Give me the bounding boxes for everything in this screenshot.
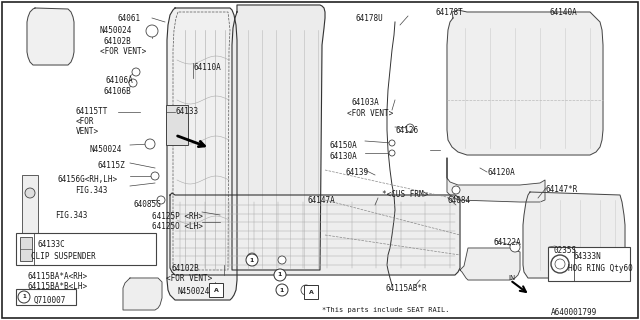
Circle shape — [132, 68, 140, 76]
Bar — [209, 283, 223, 297]
Circle shape — [389, 140, 395, 146]
Text: IN: IN — [508, 275, 516, 281]
Text: 64106B: 64106B — [103, 87, 131, 96]
Text: HOG RING Qty60: HOG RING Qty60 — [568, 264, 633, 273]
Text: 64102B: 64102B — [103, 37, 131, 46]
Polygon shape — [460, 248, 520, 280]
Text: 1: 1 — [280, 287, 284, 292]
Text: 64106A: 64106A — [106, 76, 134, 85]
Text: 64178T: 64178T — [435, 8, 463, 17]
Text: 64085G: 64085G — [134, 200, 162, 209]
Text: 64147*R: 64147*R — [545, 185, 577, 194]
Polygon shape — [167, 8, 237, 300]
Bar — [22, 175, 38, 260]
Text: 64115BA*B<LH>: 64115BA*B<LH> — [28, 282, 88, 291]
Circle shape — [274, 269, 286, 281]
Text: <FOR VENT>: <FOR VENT> — [100, 47, 147, 56]
Text: CLIP SUSPENDER: CLIP SUSPENDER — [31, 252, 96, 261]
Text: 64084: 64084 — [448, 196, 471, 205]
Text: <FOR VENT>: <FOR VENT> — [166, 274, 212, 283]
Polygon shape — [447, 10, 603, 155]
Circle shape — [406, 124, 414, 132]
Text: A640001799: A640001799 — [551, 308, 597, 317]
Text: A: A — [308, 290, 314, 294]
Text: 64140A: 64140A — [550, 8, 578, 17]
Text: 64147A: 64147A — [307, 196, 335, 205]
Bar — [166, 105, 188, 145]
Circle shape — [246, 254, 258, 266]
Circle shape — [25, 188, 35, 198]
Text: 64103A: 64103A — [352, 98, 380, 107]
Text: 64110A: 64110A — [193, 63, 221, 72]
Polygon shape — [170, 193, 460, 275]
Circle shape — [275, 270, 285, 280]
Circle shape — [247, 253, 257, 263]
Bar — [548, 247, 630, 281]
Text: 64156G<RH,LH>: 64156G<RH,LH> — [58, 175, 118, 184]
Text: 64133C: 64133C — [37, 240, 65, 249]
Circle shape — [277, 285, 287, 295]
Circle shape — [157, 196, 165, 204]
Polygon shape — [447, 158, 545, 202]
Polygon shape — [123, 278, 162, 310]
Bar — [16, 233, 156, 265]
Circle shape — [211, 285, 221, 295]
Circle shape — [510, 242, 520, 252]
Text: 64115Z: 64115Z — [98, 161, 125, 170]
Text: <FOR VENT>: <FOR VENT> — [347, 109, 393, 118]
Circle shape — [151, 172, 159, 180]
Circle shape — [452, 186, 460, 194]
Text: FIG.343: FIG.343 — [75, 186, 108, 195]
Text: 1: 1 — [22, 294, 26, 300]
Polygon shape — [232, 5, 325, 270]
Text: N450024: N450024 — [90, 145, 122, 154]
Text: 64178U: 64178U — [355, 14, 383, 23]
Polygon shape — [27, 8, 74, 65]
Text: 64133: 64133 — [175, 107, 198, 116]
Text: VENT>: VENT> — [76, 127, 99, 136]
Text: 64061: 64061 — [118, 14, 141, 23]
Text: *This parts include SEAT RAIL.: *This parts include SEAT RAIL. — [322, 307, 449, 313]
Text: 64122A: 64122A — [493, 238, 521, 247]
Circle shape — [278, 256, 286, 264]
Circle shape — [389, 150, 395, 156]
Text: Q710007: Q710007 — [34, 296, 67, 305]
Circle shape — [551, 255, 569, 273]
Text: 1: 1 — [278, 273, 282, 277]
Text: 64102B: 64102B — [172, 264, 200, 273]
Text: 1: 1 — [250, 258, 254, 262]
Text: 64125O <LH>: 64125O <LH> — [152, 222, 203, 231]
Circle shape — [129, 79, 137, 87]
Text: 64130A: 64130A — [330, 152, 358, 161]
Text: 64125P <RH>: 64125P <RH> — [152, 212, 203, 221]
Text: 64115AB*R: 64115AB*R — [385, 284, 427, 293]
Circle shape — [145, 139, 155, 149]
Text: *<CUS FRM>: *<CUS FRM> — [382, 190, 428, 199]
Circle shape — [301, 285, 311, 295]
Bar — [20, 237, 32, 261]
Text: 64115TT: 64115TT — [76, 107, 108, 116]
Polygon shape — [523, 192, 625, 278]
Text: 64120A: 64120A — [487, 168, 515, 177]
Text: 0235S: 0235S — [554, 246, 577, 255]
Text: 64139: 64139 — [345, 168, 368, 177]
Bar — [304, 285, 318, 299]
Text: 64115BA*A<RH>: 64115BA*A<RH> — [28, 272, 88, 281]
Bar — [16, 289, 76, 305]
Text: N450024: N450024 — [178, 287, 211, 296]
Circle shape — [18, 291, 30, 303]
Text: FIG.343: FIG.343 — [55, 211, 88, 220]
Text: 64333N: 64333N — [574, 252, 602, 261]
Text: N450024: N450024 — [100, 26, 132, 35]
Text: A: A — [214, 287, 218, 292]
Circle shape — [555, 259, 565, 269]
Circle shape — [276, 284, 288, 296]
Text: 64126: 64126 — [395, 126, 418, 135]
Text: <FOR: <FOR — [76, 117, 95, 126]
Text: 64150A: 64150A — [330, 141, 358, 150]
Circle shape — [146, 25, 158, 37]
